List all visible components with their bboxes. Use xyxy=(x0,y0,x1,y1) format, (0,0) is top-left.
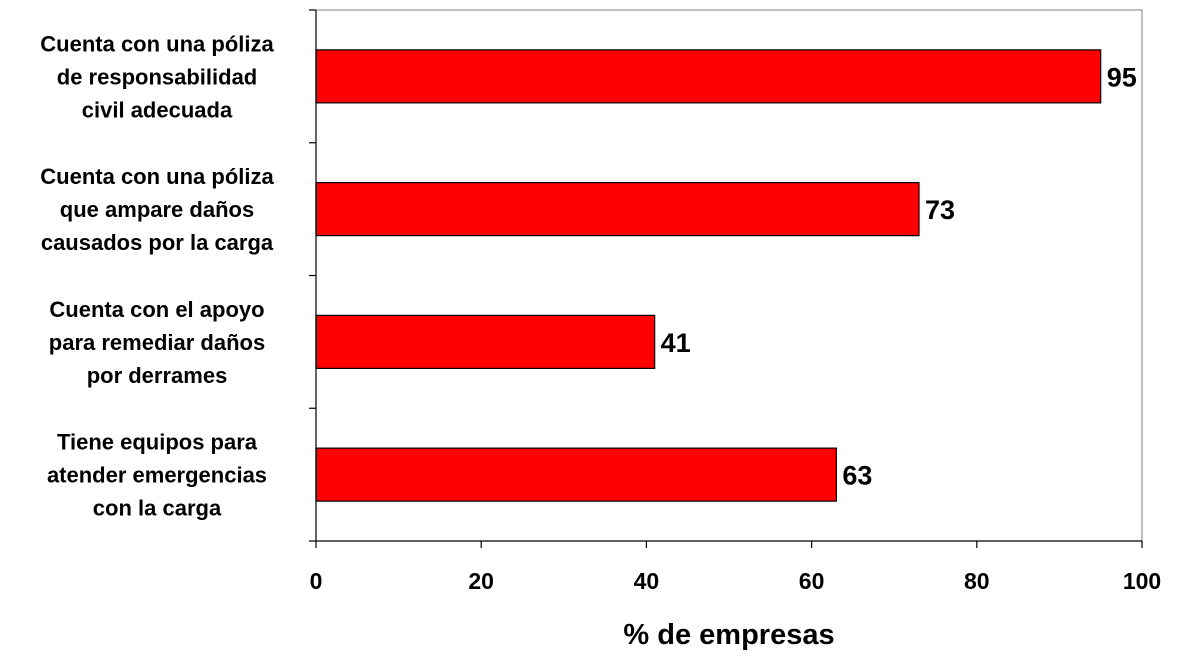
category-label-line: Cuenta con el apoyo xyxy=(49,297,264,322)
category-label-line: Tiene equipos para xyxy=(57,430,258,455)
category-label-line: atender emergencias xyxy=(47,463,267,488)
bar xyxy=(315,447,837,502)
bars-layer: 95 73 41 63 xyxy=(315,49,1137,502)
category-label-line: con la carga xyxy=(93,496,222,521)
category-labels: Cuenta con una póliza de responsabilidad c… xyxy=(40,31,274,520)
x-tick-label: 100 xyxy=(1123,568,1161,594)
x-tick-label: 20 xyxy=(468,568,494,594)
bar xyxy=(315,49,1102,104)
category-label-line: de responsabilidad xyxy=(57,64,258,89)
category-label-line: para remediar daños xyxy=(49,330,265,355)
bar-value-label: 63 xyxy=(842,461,872,491)
bar xyxy=(315,314,656,369)
x-tick-label: 40 xyxy=(634,568,660,594)
category-label-line: civil adecuada xyxy=(82,97,233,122)
category-label: Cuenta con el apoyo para remediar daños po… xyxy=(49,297,265,388)
category-label: Tiene equipos para atender emergencias con… xyxy=(47,430,267,521)
x-axis-ticks: 0 20 40 60 80 100 xyxy=(310,541,1161,594)
category-label-line: Cuenta con una póliza xyxy=(40,164,274,189)
category-label-line: que ampare daños xyxy=(60,197,254,222)
category-label: Cuenta con una póliza que ampare daños cau… xyxy=(40,164,274,255)
x-tick-label: 60 xyxy=(799,568,825,594)
bar xyxy=(315,182,920,237)
category-label-line: causados por la carga xyxy=(41,230,274,255)
x-tick-label: 80 xyxy=(964,568,990,594)
bar-value-label: 73 xyxy=(925,195,955,225)
category-label-line: por derrames xyxy=(87,363,228,388)
x-axis-title: % de empresas xyxy=(623,619,834,651)
category-label: Cuenta con una póliza de responsabilidad c… xyxy=(40,31,274,122)
bar-value-label: 41 xyxy=(661,328,691,358)
x-tick-label: 0 xyxy=(310,568,323,594)
bar-value-label: 95 xyxy=(1107,62,1137,92)
category-label-line: Cuenta con una póliza xyxy=(40,31,274,56)
